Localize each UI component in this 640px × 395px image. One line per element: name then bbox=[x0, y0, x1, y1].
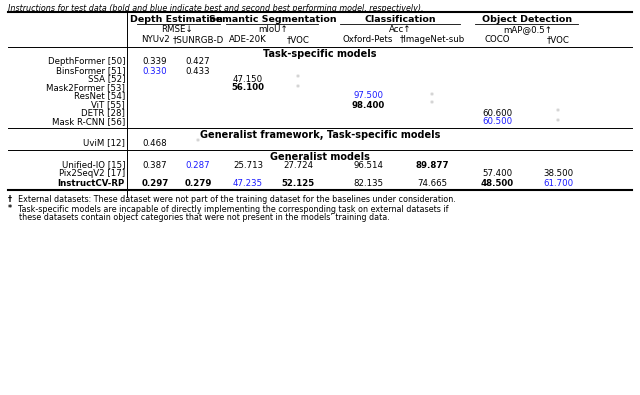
Text: 27.724: 27.724 bbox=[283, 160, 313, 169]
Text: 0.387: 0.387 bbox=[143, 160, 167, 169]
Text: BinsFormer [51]: BinsFormer [51] bbox=[56, 66, 125, 75]
Text: *: * bbox=[430, 92, 434, 100]
Text: NYUv2: NYUv2 bbox=[141, 36, 170, 45]
Text: Instructions for test data (bold and blue indicate best and second best performi: Instructions for test data (bold and blu… bbox=[8, 4, 424, 13]
Text: 0.468: 0.468 bbox=[143, 139, 167, 147]
Text: Generalist models: Generalist models bbox=[270, 152, 370, 162]
Text: 0.279: 0.279 bbox=[184, 179, 212, 188]
Text: ​Task-specific models are incapable of directly implementing the corresponding t: ​Task-specific models are incapable of d… bbox=[14, 205, 449, 214]
Text: 0.427: 0.427 bbox=[186, 58, 211, 66]
Text: Unified-IO [15]: Unified-IO [15] bbox=[61, 160, 125, 169]
Text: DETR [28]: DETR [28] bbox=[81, 109, 125, 117]
Text: ResNet [54]: ResNet [54] bbox=[74, 92, 125, 100]
Text: †VOC: †VOC bbox=[287, 36, 309, 45]
Text: Acc↑: Acc↑ bbox=[388, 26, 412, 34]
Text: 0.297: 0.297 bbox=[141, 179, 169, 188]
Text: UviM [12]: UviM [12] bbox=[83, 139, 125, 147]
Text: 97.500: 97.500 bbox=[353, 92, 383, 100]
Text: 38.500: 38.500 bbox=[543, 169, 573, 179]
Text: 0.339: 0.339 bbox=[143, 58, 167, 66]
Text: 57.400: 57.400 bbox=[482, 169, 512, 179]
Text: mAP@0.5↑: mAP@0.5↑ bbox=[503, 26, 552, 34]
Text: Oxford-Pets: Oxford-Pets bbox=[343, 36, 393, 45]
Text: 0.433: 0.433 bbox=[186, 66, 211, 75]
Text: 52.125: 52.125 bbox=[282, 179, 315, 188]
Text: these datasets contain object categories that were not present in the models’ tr: these datasets contain object categories… bbox=[14, 214, 390, 222]
Text: 96.514: 96.514 bbox=[353, 160, 383, 169]
Text: mIoU↑: mIoU↑ bbox=[258, 26, 288, 34]
Text: Task-specific models: Task-specific models bbox=[263, 49, 377, 59]
Text: ViT [55]: ViT [55] bbox=[92, 100, 125, 109]
Text: 61.700: 61.700 bbox=[543, 179, 573, 188]
Text: *: * bbox=[430, 100, 434, 109]
Text: RMSE↓: RMSE↓ bbox=[161, 26, 193, 34]
Text: *: * bbox=[556, 109, 560, 117]
Text: ​External datasets: These dataset were not part of the training dataset for the : ​External datasets: These dataset were n… bbox=[14, 194, 456, 203]
Text: *: * bbox=[196, 139, 200, 147]
Text: 25.713: 25.713 bbox=[233, 160, 263, 169]
Text: Generalist framework, Task-specific models: Generalist framework, Task-specific mode… bbox=[200, 130, 440, 140]
Text: 89.877: 89.877 bbox=[415, 160, 449, 169]
Text: Mask2Former [53]: Mask2Former [53] bbox=[46, 83, 125, 92]
Text: Depth Estimation: Depth Estimation bbox=[130, 15, 223, 23]
Text: 48.500: 48.500 bbox=[481, 179, 513, 188]
Text: 0.287: 0.287 bbox=[186, 160, 211, 169]
Text: Object Detection: Object Detection bbox=[483, 15, 573, 23]
Text: *: * bbox=[556, 117, 560, 126]
Text: 47.235: 47.235 bbox=[233, 179, 263, 188]
Text: COCO: COCO bbox=[484, 36, 509, 45]
Text: †SUNRGB-D: †SUNRGB-D bbox=[172, 36, 223, 45]
Text: SSA [52]: SSA [52] bbox=[88, 75, 125, 83]
Text: 47.150: 47.150 bbox=[233, 75, 263, 83]
Text: †VOC: †VOC bbox=[547, 36, 570, 45]
Text: Classification: Classification bbox=[364, 15, 436, 23]
Text: 98.400: 98.400 bbox=[351, 100, 385, 109]
Text: †: † bbox=[8, 194, 12, 203]
Text: *: * bbox=[8, 205, 12, 214]
Text: 60.600: 60.600 bbox=[482, 109, 512, 117]
Text: 0.330: 0.330 bbox=[143, 66, 167, 75]
Text: 74.665: 74.665 bbox=[417, 179, 447, 188]
Text: 60.500: 60.500 bbox=[482, 117, 512, 126]
Text: *: * bbox=[296, 75, 300, 83]
Text: †ImageNet-sub: †ImageNet-sub bbox=[399, 36, 465, 45]
Text: ADE-20K: ADE-20K bbox=[229, 36, 267, 45]
Text: DepthFormer [50]: DepthFormer [50] bbox=[47, 58, 125, 66]
Text: Semantic Segmentation: Semantic Segmentation bbox=[209, 15, 337, 23]
Text: Mask R-CNN [56]: Mask R-CNN [56] bbox=[52, 117, 125, 126]
Text: Pix2SeqV2 [17]: Pix2SeqV2 [17] bbox=[59, 169, 125, 179]
Text: 82.135: 82.135 bbox=[353, 179, 383, 188]
Text: *: * bbox=[296, 83, 300, 92]
Text: InstructCV-RP: InstructCV-RP bbox=[58, 179, 125, 188]
Text: 56.100: 56.100 bbox=[232, 83, 264, 92]
